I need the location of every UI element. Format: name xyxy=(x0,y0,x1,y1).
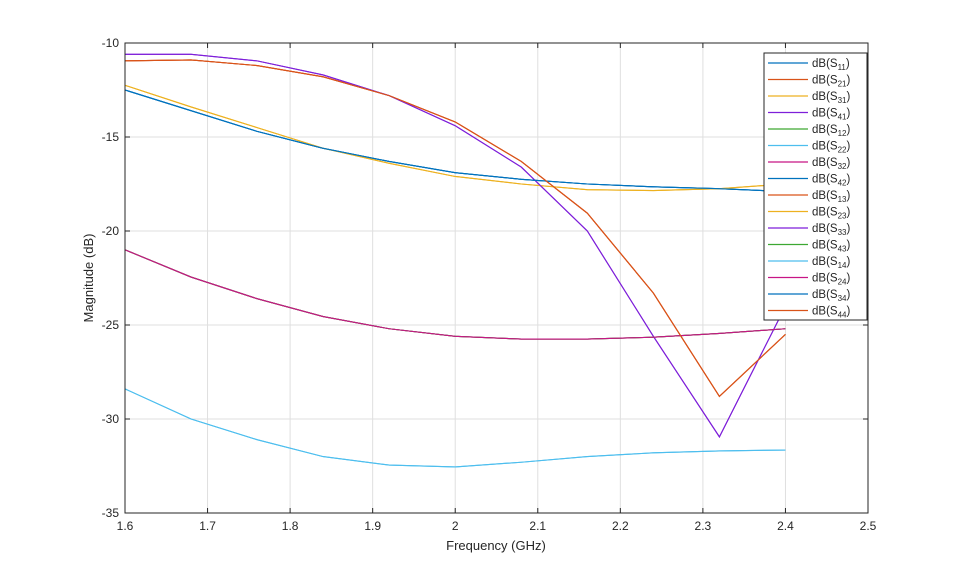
series-line-dB(S24) xyxy=(124,249,786,340)
x-tick-label: 2 xyxy=(452,519,459,533)
series-lines xyxy=(124,53,786,468)
x-tick-label: 2.2 xyxy=(612,519,629,533)
legend-entry: dB(S31) xyxy=(812,91,850,105)
x-tick-label: 2.3 xyxy=(695,519,712,533)
y-tick-label: -25 xyxy=(102,318,120,332)
legend-entry: dB(S11) xyxy=(812,58,850,72)
legend-entry: dB(S23) xyxy=(812,207,850,221)
legend-entry: dB(S22) xyxy=(812,141,850,155)
legend-entry: dB(S42) xyxy=(812,174,850,188)
legend-entry: dB(S13) xyxy=(812,190,850,204)
legend-entry: dB(S33) xyxy=(812,223,850,237)
legend-box xyxy=(763,52,868,321)
y-axis-label: Magnitude (dB) xyxy=(81,234,96,323)
series-line-dB(S44) xyxy=(124,59,786,398)
x-tick-label: 1.7 xyxy=(199,519,216,533)
legend-entry: dB(S24) xyxy=(812,273,850,287)
axis-ticks: 1.6 1.7 1.8 1.9 2 2.1 2.2 2.3 2.4 2.5 -10 -15 -20 -25… xyxy=(102,36,877,533)
x-tick-label: 1.8 xyxy=(282,519,299,533)
legend-entry: dB(S43) xyxy=(812,240,850,254)
x-tick-label: 2.5 xyxy=(860,519,877,533)
legend: dB(S11) dB(S21) dB(S31) dB(S41) dB(S12) dB(S2… xyxy=(763,52,868,321)
series-line-dB(S14) xyxy=(124,388,786,468)
y-tick-label: -20 xyxy=(102,224,120,238)
legend-entry: dB(S32) xyxy=(812,157,850,171)
legend-entry: dB(S44) xyxy=(812,306,850,320)
y-tick-label: -15 xyxy=(102,130,120,144)
x-tick-label: 1.9 xyxy=(364,519,381,533)
legend-entry: dB(S12) xyxy=(812,124,850,138)
y-tick-label: -10 xyxy=(102,36,120,50)
x-tick-label: 1.6 xyxy=(117,519,134,533)
grid xyxy=(124,42,869,514)
series-line-dB(S23) xyxy=(124,84,786,192)
legend-entry: dB(S14) xyxy=(812,256,850,270)
x-tick-label: 2.1 xyxy=(529,519,546,533)
x-tick-label: 2.4 xyxy=(777,519,794,533)
y-tick-label: -35 xyxy=(102,506,120,520)
legend-entry: dB(S41) xyxy=(812,108,850,122)
x-axis-label: Frequency (GHz) xyxy=(446,538,546,553)
legend-entry: dB(S21) xyxy=(812,75,850,89)
plot-frame xyxy=(124,42,869,514)
legend-entry: dB(S34) xyxy=(812,289,850,303)
series-line-dB(S34) xyxy=(124,89,786,193)
series-line-dB(S33) xyxy=(125,53,786,438)
y-tick-label: -30 xyxy=(102,412,120,426)
